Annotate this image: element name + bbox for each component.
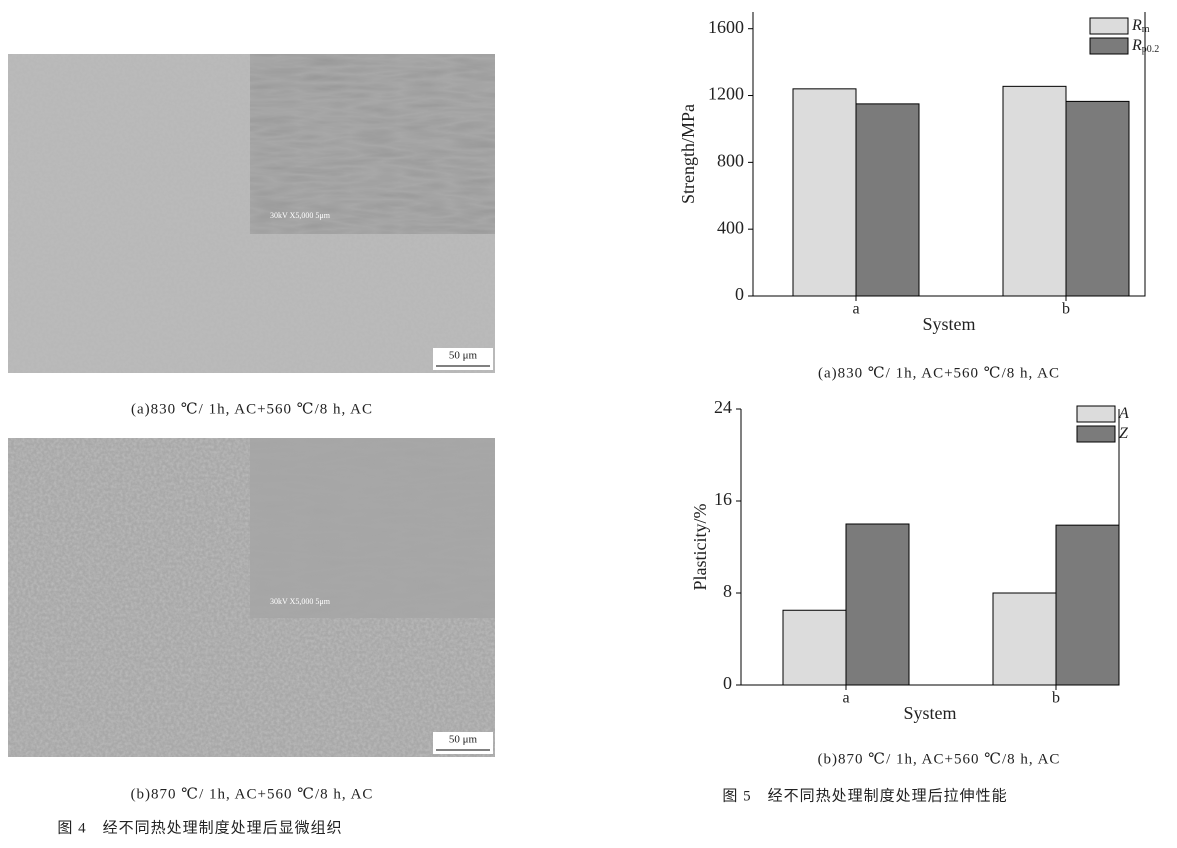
y-tick-label: 800: [717, 150, 744, 170]
y-tick-label: 0: [735, 284, 744, 304]
legend-name: R: [1131, 17, 1142, 34]
x-tick-label: a: [842, 690, 849, 707]
bar: [1065, 100, 1130, 297]
bar: [992, 592, 1057, 686]
micrograph-a: 30kV X5,000 5μm 50 μm: [8, 54, 495, 373]
caption: (b)870 ℃/ 1h, AC+560 ℃/8 h, AC: [131, 786, 374, 802]
y-axis-label: Plasticity/%: [690, 504, 710, 591]
bar: [855, 103, 920, 297]
y-tick-label: 1200: [708, 84, 744, 104]
legend-label: Z: [1119, 425, 1129, 442]
inset-label: 30kV X5,000 5μm: [270, 211, 331, 220]
y-tick-label: 0: [723, 673, 732, 693]
legend-swatch: [1089, 17, 1129, 35]
scale-bar: 50 μm: [449, 734, 478, 746]
caption: (a)830 ℃/ 1h, AC+560 ℃/8 h, AC: [131, 401, 373, 417]
legend-swatch: [1076, 425, 1116, 443]
legend-name: Z: [1119, 425, 1129, 442]
legend-label: Rp0.2: [1131, 37, 1159, 56]
x-axis-label: System: [903, 703, 956, 723]
y-axis-label: Strength/MPa: [678, 104, 698, 204]
x-tick-label: a: [852, 301, 859, 318]
legend-label: Rm: [1131, 17, 1150, 36]
legend-label: A: [1118, 405, 1129, 422]
y-tick-label: 1600: [708, 17, 744, 37]
micrograph-b: 30kV X5,000 5μm 50 μm: [8, 438, 495, 757]
bar: [1002, 85, 1067, 297]
y-tick-label: 400: [717, 217, 744, 237]
x-tick-label: b: [1052, 690, 1060, 707]
bar: [792, 88, 857, 297]
y-tick-label: 24: [714, 397, 732, 417]
x-tick-label: b: [1062, 301, 1070, 318]
axes: [740, 409, 1120, 686]
legend-subscript: m: [1142, 24, 1150, 35]
legend-name: R: [1131, 37, 1142, 54]
axes: [752, 12, 1146, 297]
figure-caption: 图 5 经不同热处理制度处理后拉伸性能: [722, 787, 1007, 804]
y-tick-label: 16: [714, 489, 732, 509]
y-tick-label: 8: [723, 581, 732, 601]
legend-swatch: [1089, 37, 1129, 55]
figure-caption: 图 4 经不同热处理制度处理后显微组织: [57, 819, 342, 836]
legend-name: A: [1118, 405, 1129, 422]
caption: (b)870 ℃/ 1h, AC+560 ℃/8 h, AC: [818, 751, 1061, 767]
bar: [845, 523, 910, 686]
legend-subscript: p0.2: [1142, 44, 1160, 55]
legend-swatch: [1076, 405, 1116, 423]
inset-label: 30kV X5,000 5μm: [270, 597, 331, 606]
bar: [782, 609, 847, 686]
x-axis-label: System: [922, 314, 975, 334]
caption: (a)830 ℃/ 1h, AC+560 ℃/8 h, AC: [818, 365, 1060, 381]
bar: [1055, 524, 1120, 686]
scale-bar: 50 μm: [449, 350, 478, 362]
